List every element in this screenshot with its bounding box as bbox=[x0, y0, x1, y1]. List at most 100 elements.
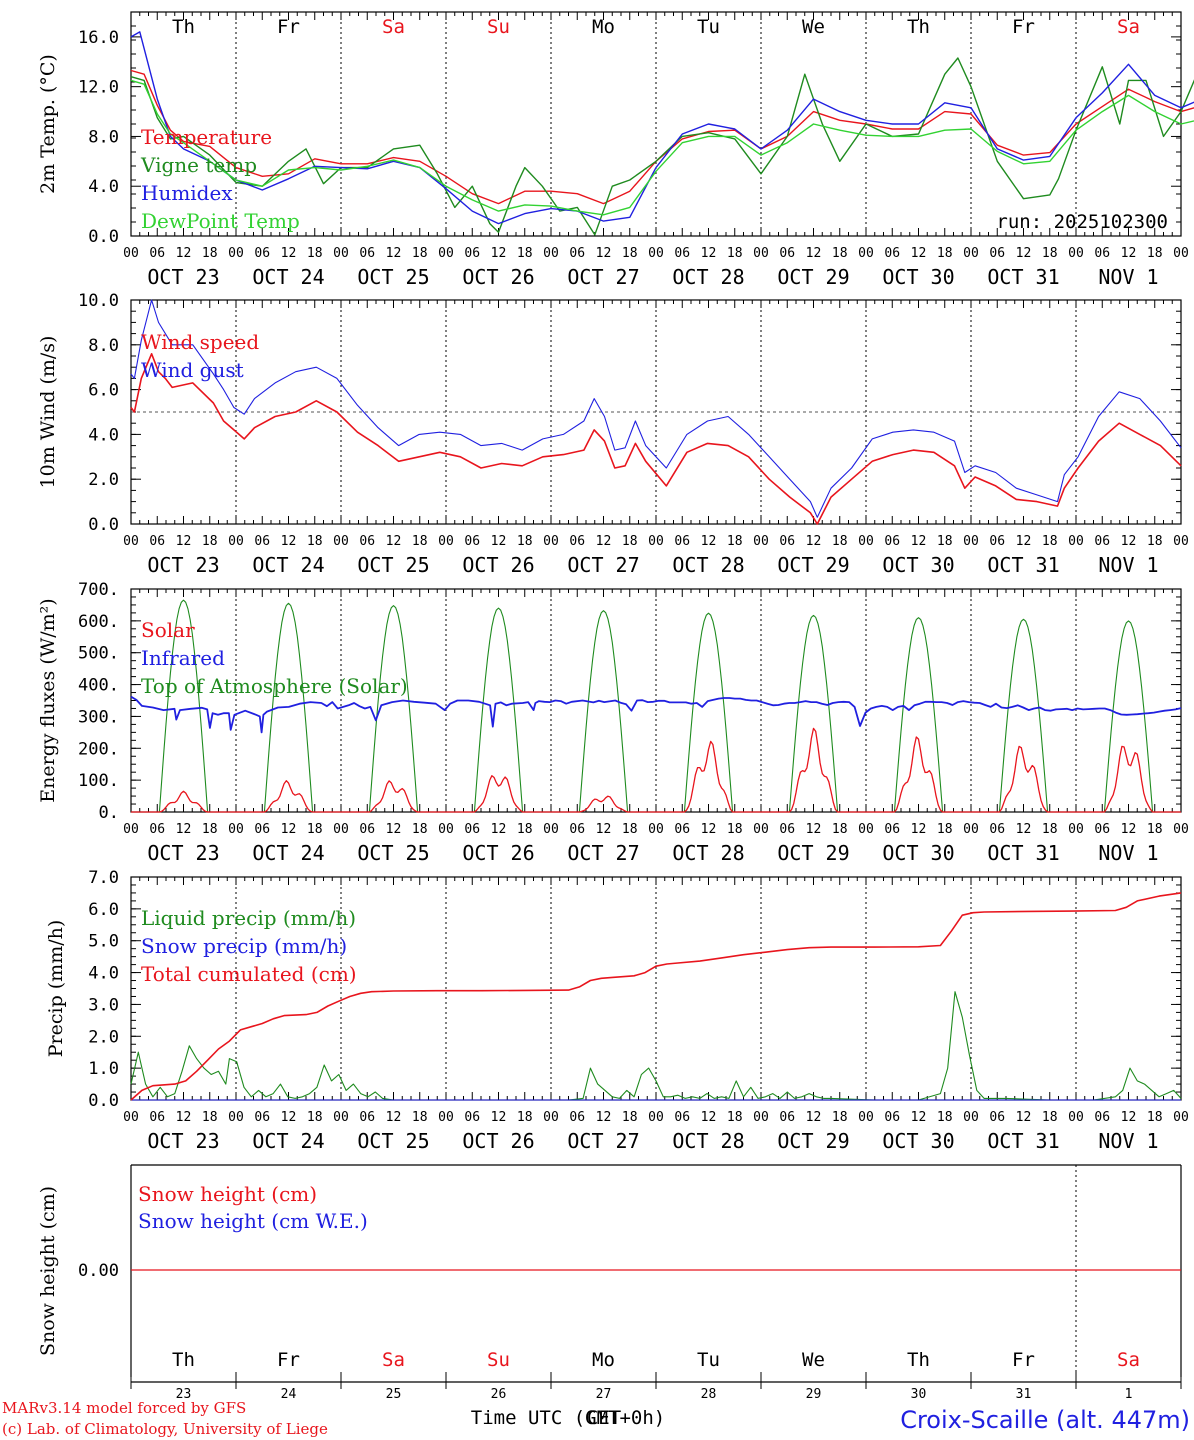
y-tick-label: 6.0 bbox=[88, 381, 119, 401]
hour-tick-label: 12 bbox=[1016, 534, 1032, 549]
hour-tick-label: 18 bbox=[727, 1110, 743, 1125]
weekday-label: We bbox=[802, 16, 825, 38]
weekday-label: Fr bbox=[277, 1349, 300, 1371]
hour-tick-label: 18 bbox=[1042, 822, 1058, 837]
legend-wind-gust: Wind gust bbox=[141, 358, 244, 382]
date-label: OCT 23 bbox=[147, 841, 219, 865]
hour-tick-label: 00 bbox=[648, 534, 664, 549]
hour-tick-label: 00 bbox=[123, 246, 139, 261]
hour-tick-label: 00 bbox=[543, 246, 559, 261]
day-number-label: 26 bbox=[491, 1387, 507, 1402]
hour-tick-label: 12 bbox=[1016, 1110, 1032, 1125]
y-axis-title: Snow height (cm) bbox=[37, 1186, 59, 1356]
hour-tick-label: 12 bbox=[491, 534, 507, 549]
series-dewpoint-temp bbox=[130, 79, 1194, 216]
hour-tick-label: 06 bbox=[569, 246, 585, 261]
weekday-label: Th bbox=[172, 1349, 195, 1371]
date-label: OCT 27 bbox=[567, 553, 639, 577]
hour-tick-label: 12 bbox=[491, 1110, 507, 1125]
hour-tick-label: 12 bbox=[701, 534, 717, 549]
weekday-label: Fr bbox=[277, 16, 300, 38]
hour-tick-label: 18 bbox=[622, 1110, 638, 1125]
hour-tick-label: 12 bbox=[1121, 822, 1137, 837]
hour-tick-label: 06 bbox=[989, 246, 1005, 261]
hour-tick-label: 12 bbox=[701, 1110, 717, 1125]
series-humidex bbox=[130, 31, 1194, 225]
y-tick-label: 0.00 bbox=[78, 1261, 119, 1281]
weekday-label: We bbox=[802, 1349, 825, 1371]
hour-tick-label: 18 bbox=[832, 534, 848, 549]
date-label: OCT 30 bbox=[882, 265, 954, 289]
hour-tick-label: 00 bbox=[858, 822, 874, 837]
hour-tick-label: 12 bbox=[281, 1110, 297, 1125]
hour-tick-label: 12 bbox=[911, 246, 927, 261]
y-tick-label: 12.0 bbox=[78, 78, 119, 98]
y-tick-label: 6.0 bbox=[88, 900, 119, 920]
hour-tick-label: 00 bbox=[858, 246, 874, 261]
hour-tick-label: 06 bbox=[254, 246, 270, 261]
weekday-label: Mo bbox=[592, 16, 615, 38]
date-label: OCT 26 bbox=[462, 841, 534, 865]
series-wind-speed bbox=[130, 353, 1182, 525]
y-tick-label: 0.0 bbox=[88, 1091, 119, 1111]
date-label: OCT 28 bbox=[672, 265, 744, 289]
hour-tick-label: 00 bbox=[123, 1110, 139, 1125]
hour-tick-label: 00 bbox=[438, 1110, 454, 1125]
day-number-label: 25 bbox=[386, 1387, 402, 1402]
hour-tick-label: 00 bbox=[648, 1110, 664, 1125]
hour-tick-label: 06 bbox=[1094, 822, 1110, 837]
date-label: NOV 1 bbox=[1098, 841, 1158, 865]
series-temperature bbox=[130, 69, 1194, 205]
hour-tick-label: 18 bbox=[412, 822, 428, 837]
hour-tick-label: 18 bbox=[937, 1110, 953, 1125]
date-label: OCT 30 bbox=[882, 841, 954, 865]
legend-dewpoint-temp: DewPoint Temp bbox=[141, 209, 300, 233]
date-label: NOV 1 bbox=[1098, 1129, 1158, 1153]
y-tick-label: 2.0 bbox=[88, 470, 119, 490]
date-label: OCT 26 bbox=[462, 553, 534, 577]
hour-tick-label: 18 bbox=[1147, 534, 1163, 549]
date-label: OCT 25 bbox=[357, 265, 429, 289]
hour-tick-label: 00 bbox=[648, 246, 664, 261]
weekday-label: Fr bbox=[1012, 16, 1035, 38]
hour-tick-label: 06 bbox=[464, 534, 480, 549]
legend-humidex: Humidex bbox=[141, 181, 233, 205]
day-number-label: 31 bbox=[1016, 1387, 1032, 1402]
weekday-label: Tu bbox=[697, 16, 720, 38]
hour-tick-label: 12 bbox=[281, 822, 297, 837]
hour-tick-label: 18 bbox=[202, 822, 218, 837]
hour-tick-label: 06 bbox=[464, 822, 480, 837]
y-tick-label: 10.0 bbox=[78, 291, 119, 311]
y-tick-label: 400. bbox=[78, 676, 119, 696]
energy-flux-panel: 0. 100. 200. 300. 400. 500. 600. 700. Solar Infra… bbox=[37, 580, 1189, 865]
date-label: OCT 31 bbox=[987, 841, 1059, 865]
precip-panel: 0.0 1.0 2.0 3.0 4.0 5.0 6.0 7.0 Liquid precip (m… bbox=[45, 868, 1189, 1153]
date-label: OCT 27 bbox=[567, 265, 639, 289]
hour-tick-label: 18 bbox=[202, 534, 218, 549]
date-label: OCT 29 bbox=[777, 265, 849, 289]
date-label: OCT 28 bbox=[672, 553, 744, 577]
hour-tick-label: 18 bbox=[412, 534, 428, 549]
y-tick-label: 4.0 bbox=[88, 964, 119, 984]
date-label: OCT 26 bbox=[462, 1129, 534, 1153]
x-axis-title: Time UTC (GMT+0h) bbox=[471, 1407, 665, 1429]
hour-tick-label: 12 bbox=[806, 246, 822, 261]
hour-tick-label: 06 bbox=[884, 1110, 900, 1125]
hour-tick-label: 06 bbox=[779, 822, 795, 837]
hour-tick-label: 18 bbox=[937, 246, 953, 261]
hour-tick-label: 06 bbox=[149, 1110, 165, 1125]
date-label: OCT 25 bbox=[357, 1129, 429, 1153]
y-tick-label: 5.0 bbox=[88, 932, 119, 952]
hour-tick-label: 00 bbox=[963, 822, 979, 837]
y-tick-label: 2.0 bbox=[88, 1027, 119, 1047]
weekday-label: Th bbox=[907, 1349, 930, 1371]
hour-tick-label: 12 bbox=[1121, 1110, 1137, 1125]
hour-tick-label: 00 bbox=[228, 1110, 244, 1125]
hour-tick-label: 18 bbox=[517, 1110, 533, 1125]
hour-tick-label: 18 bbox=[1042, 534, 1058, 549]
hour-tick-label: 18 bbox=[307, 534, 323, 549]
hour-tick-label: 06 bbox=[359, 822, 375, 837]
hour-tick-label: 12 bbox=[911, 822, 927, 837]
hour-tick-label: 12 bbox=[491, 822, 507, 837]
